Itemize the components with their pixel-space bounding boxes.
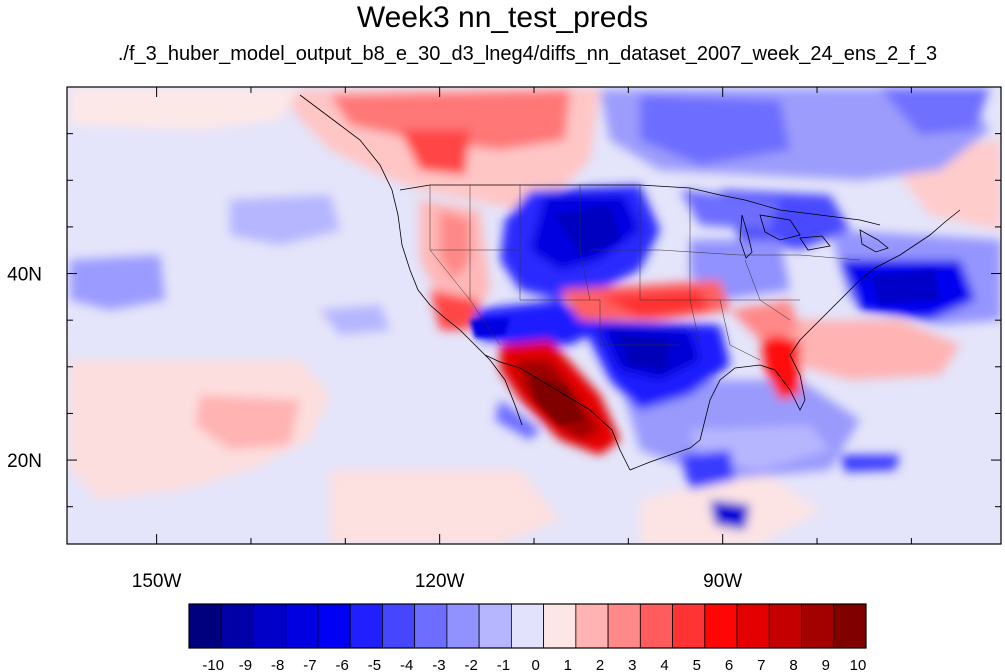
- colorbar-label: -4: [400, 657, 413, 672]
- colorbar-swatch: [414, 603, 448, 649]
- lon-tick-label: 120W: [415, 571, 465, 592]
- colorbar-swatch: [543, 603, 577, 649]
- colorbar-swatch: [639, 603, 673, 649]
- colorbar-swatch: [285, 603, 319, 649]
- colorbar-swatch: [704, 603, 738, 649]
- difference-field: [67, 87, 1001, 544]
- colorbar-swatch: [478, 603, 512, 649]
- colorbar-label: 1: [564, 657, 572, 672]
- colorbar-swatch: [220, 603, 254, 649]
- colorbar-swatch: [607, 603, 641, 649]
- colorbar-swatch: [672, 603, 706, 649]
- colorbar-frame: [188, 603, 867, 649]
- colorbar-swatch: [801, 603, 835, 649]
- colorbar-swatch: [382, 603, 416, 649]
- colorbar-swatch: [317, 603, 351, 649]
- colorbar-label: -6: [336, 657, 349, 672]
- colorbar-swatch: [510, 603, 545, 649]
- colorbar-label: 7: [757, 657, 765, 672]
- lat-tick-label: 40N: [7, 265, 42, 286]
- colorbar-label: -9: [239, 657, 252, 672]
- colorbar-swatch: [575, 603, 609, 649]
- plot-title: Week3 nn_test_preds: [356, 1, 649, 34]
- state-boundaries: [429, 185, 861, 361]
- axis-tick-labels: 150W 120W 90W 40N 20N: [7, 265, 742, 592]
- colorbar-label: 10: [850, 657, 867, 672]
- colorbar-swatch: [253, 603, 287, 649]
- colorbar-label: -1: [497, 657, 510, 672]
- colorbar-label: 6: [725, 657, 733, 672]
- colorbar-label: 4: [660, 657, 668, 672]
- colorbar-swatch: [736, 603, 770, 649]
- colorbar-label: 5: [693, 657, 701, 672]
- colorbar-label: -10: [202, 657, 224, 672]
- colorbar-label: 0: [531, 657, 539, 672]
- colorbar-swatch: [768, 603, 802, 649]
- colorbar-label: -8: [271, 657, 284, 672]
- lon-tick-label: 150W: [132, 571, 182, 592]
- lon-tick-label: 90W: [703, 571, 742, 592]
- colorbar-label: -5: [368, 657, 381, 672]
- colorbar-label: 2: [596, 657, 604, 672]
- colorbar-swatch: [188, 603, 222, 649]
- colorbar-label: -7: [303, 657, 316, 672]
- colorbar-label: 8: [789, 657, 797, 672]
- axis-ticks: [67, 87, 1001, 544]
- colorbar-swatch: [833, 603, 867, 649]
- colorbar-swatch: [446, 603, 480, 649]
- colorbar-label: -2: [464, 657, 477, 672]
- lat-tick-label: 20N: [7, 451, 42, 472]
- colorbar-label: -3: [432, 657, 445, 672]
- colorbar: -10 -9 -8 -7 -6 -5 -4 -3 -2 -1 0 1 2 3 4 5 6 7 8 9 10: [188, 603, 867, 672]
- plot-subtitle: ./f_3_huber_model_output_b8_e_30_d3_lneg…: [117, 43, 938, 65]
- colorbar-swatch: [349, 603, 383, 649]
- colorbar-label: 3: [628, 657, 636, 672]
- colorbar-label: 9: [822, 657, 830, 672]
